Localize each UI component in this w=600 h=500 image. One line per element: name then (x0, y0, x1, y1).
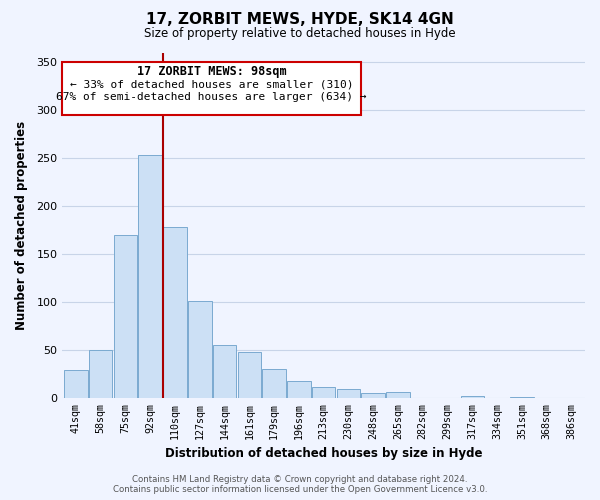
Bar (213, 345, 236, 398)
Text: 67% of semi-detached houses are larger (634) →: 67% of semi-detached houses are larger (… (56, 92, 367, 102)
Bar (64, 370, 88, 398)
Bar (312, 388, 335, 398)
Bar (114, 234, 137, 398)
Bar (238, 352, 261, 398)
Text: Contains HM Land Registry data © Crown copyright and database right 2024.: Contains HM Land Registry data © Crown c… (132, 475, 468, 484)
Text: Size of property relative to detached houses in Hyde: Size of property relative to detached ho… (144, 28, 456, 40)
Text: Contains public sector information licensed under the Open Government Licence v3: Contains public sector information licen… (113, 485, 487, 494)
Bar (386, 392, 410, 398)
Text: 17 ZORBIT MEWS: 98sqm: 17 ZORBIT MEWS: 98sqm (137, 65, 286, 78)
Text: 17, ZORBIT MEWS, HYDE, SK14 4GN: 17, ZORBIT MEWS, HYDE, SK14 4GN (146, 12, 454, 28)
Bar (89, 350, 112, 398)
Bar (188, 301, 212, 398)
X-axis label: Distribution of detached houses by size in Hyde: Distribution of detached houses by size … (165, 447, 482, 460)
Bar (461, 396, 484, 398)
Bar (510, 397, 533, 398)
Y-axis label: Number of detached properties: Number of detached properties (15, 120, 28, 330)
Bar (139, 155, 162, 398)
Bar (337, 389, 360, 398)
Bar (361, 393, 385, 398)
Text: ← 33% of detached houses are smaller (310): ← 33% of detached houses are smaller (31… (70, 79, 353, 89)
Bar (287, 382, 311, 398)
Bar (262, 369, 286, 398)
Bar (163, 227, 187, 398)
